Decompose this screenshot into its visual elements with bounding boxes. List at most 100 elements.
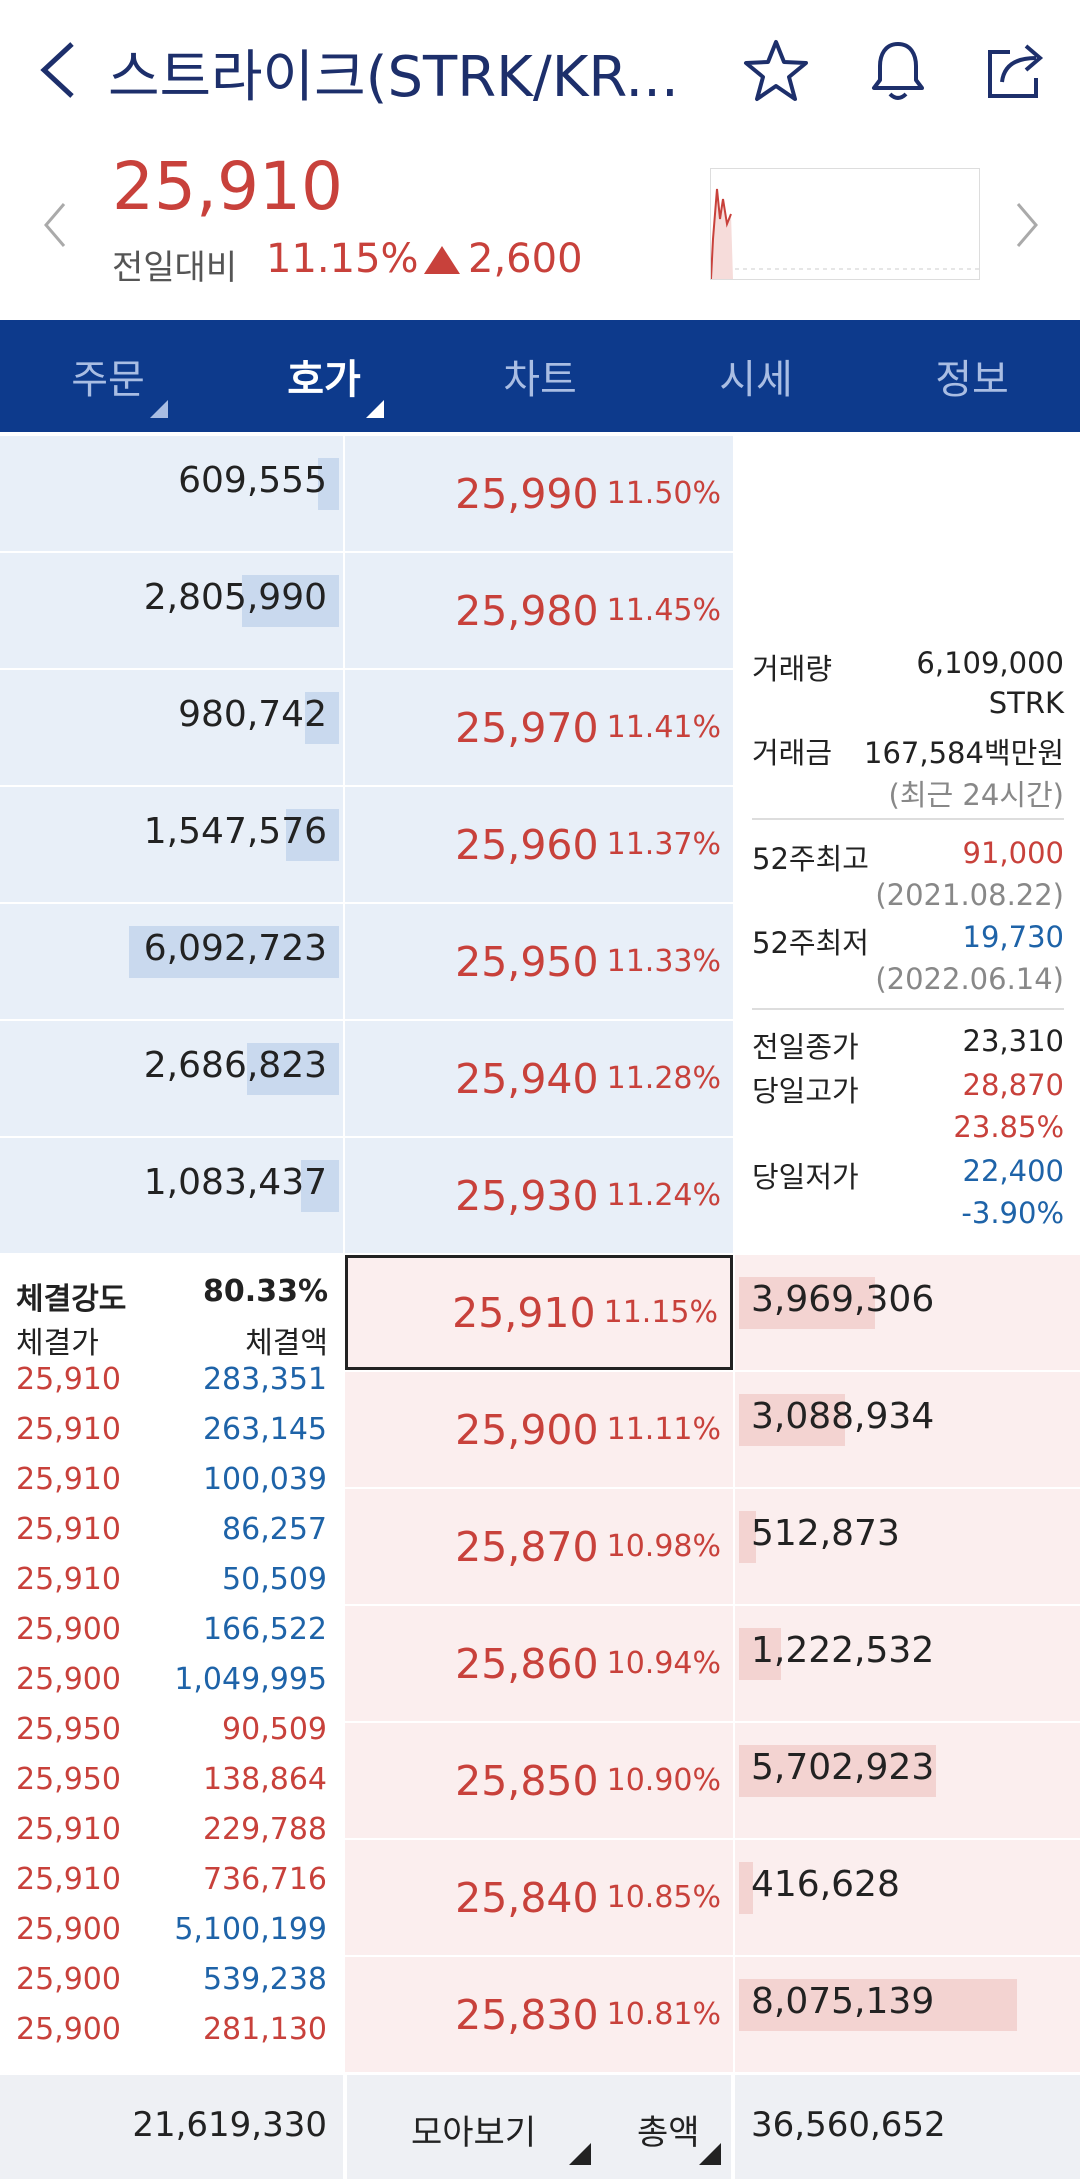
ask-volume-cell[interactable]: 2,686,823 [0,1021,343,1136]
ask-volume-cell[interactable]: 6,092,723 [0,904,343,1019]
bid-change-pct: 10.81% [606,1997,721,2032]
trade-amount: 5,100,199 [174,1912,327,1947]
bid-volume-cell[interactable]: 5,702,923 [735,1723,1080,1838]
tab-market-label: 시세 [719,357,793,403]
bid-price-row[interactable]: 25,850 10.90% [345,1723,733,1838]
tab-market[interactable]: 시세 [648,320,864,432]
ask-price: 25,950 [455,937,599,986]
bid-volume-bar [739,1979,1017,2031]
tab-orderbook[interactable]: 호가 [216,320,432,432]
ask-price-row[interactable]: 25,950 11.33% [345,904,733,1019]
bid-price: 25,850 [455,1756,599,1805]
bid-volume-cell[interactable]: 3,088,934 [735,1372,1080,1487]
ask-price-row[interactable]: 25,930 11.24% [345,1138,733,1253]
page-title: 스트라이크(STRK/KR... [108,45,679,110]
low52-date: (2022.06.14) [875,962,1064,996]
high52-value: 91,000 [962,836,1064,870]
ask-volume: 2,686,823 [143,1045,327,1086]
ask-change-pct: 11.37% [606,827,721,862]
bid-volume-bar [739,1862,753,1914]
trade-amount-header: 체결액 [245,1326,328,1361]
ask-price-row[interactable]: 25,940 11.28% [345,1021,733,1136]
current-price-row[interactable]: 25,910 11.15% [345,1255,733,1370]
ask-price-row[interactable]: 25,990 11.50% [345,436,733,551]
bid-total: 36,560,652 [751,2105,946,2145]
ask-price: 25,990 [455,469,599,518]
tab-order[interactable]: 주문 [0,320,216,432]
ask-price-row[interactable]: 25,970 11.41% [345,670,733,785]
ask-volume-cell[interactable]: 1,547,576 [0,787,343,902]
bid-change-pct: 10.98% [606,1529,721,1564]
bid-volume-bar [739,1745,936,1797]
back-icon[interactable] [36,38,80,102]
next-stock-icon[interactable] [1012,200,1042,250]
trade-price: 25,950 [16,1762,121,1797]
star-icon[interactable] [742,38,810,104]
day-low-pct: -3.90% [961,1196,1064,1230]
up-arrow-icon [424,246,460,274]
ask-volume-cell[interactable]: 2,805,990 [0,553,343,668]
trade-price: 25,900 [16,2012,121,2047]
tab-info[interactable]: 정보 [864,320,1080,432]
ask-price: 25,980 [455,586,599,635]
trade-amount: 283,351 [202,1362,327,1397]
bid-volume-cell[interactable]: 416,628 [735,1840,1080,1955]
bid-price-row[interactable]: 25,870 10.98% [345,1489,733,1604]
view-mode-button[interactable]: 모아보기 [411,2113,537,2153]
bid-volume: 416,628 [751,1864,900,1905]
trade-amount: 86,257 [222,1512,327,1547]
trade-price: 25,910 [16,1512,121,1547]
tab-info-label: 정보 [935,357,1009,403]
trade-amount: 736,716 [202,1862,327,1897]
bid-volume-cell[interactable]: 512,873 [735,1489,1080,1604]
prev-stock-icon[interactable] [40,200,70,250]
bid-price-row[interactable]: 25,900 11.11% [345,1372,733,1487]
trade-price: 25,910 [16,1562,121,1597]
total-mode-button[interactable]: 총액 [637,2113,700,2153]
ask-volume: 6,092,723 [143,928,327,969]
ask-volume-bar [129,926,339,978]
bid-volume-cell[interactable]: 8,075,139 [735,1957,1080,2072]
bid-price-row[interactable]: 25,830 10.81% [345,1957,733,2072]
bell-icon[interactable] [868,38,928,104]
trade-price-header: 체결가 [16,1326,99,1361]
tab-chart[interactable]: 차트 [432,320,648,432]
tab-chart-label: 차트 [503,357,577,403]
ask-volume: 1,547,576 [143,811,327,852]
ask-volume: 980,742 [178,694,327,735]
trade-price: 25,900 [16,1612,121,1647]
day-high-label: 당일고가 [752,1074,859,1108]
high52-label: 52주최고 [752,842,869,876]
ask-price-row[interactable]: 25,960 11.37% [345,787,733,902]
strength-label: 체결강도 [16,1282,127,1317]
high52-date: (2021.08.22) [875,878,1064,912]
trade-amount: 138,864 [202,1762,327,1797]
trade-list-viewport: 25,910 283,351 25,910 263,145 25,910 100,039 2… [0,1362,343,2073]
bid-volume: 5,702,923 [751,1747,935,1788]
bid-price-row[interactable]: 25,840 10.85% [345,1840,733,1955]
share-icon[interactable] [984,38,1050,102]
ask-volume-bar [301,1160,339,1212]
trade-price: 25,910 [16,1362,121,1397]
ask-volume-cell[interactable]: 609,555 [0,436,343,551]
volume-unit: STRK [988,686,1064,720]
divider [752,1008,1064,1010]
bid-price-row[interactable]: 25,860 10.94% [345,1606,733,1721]
trade-amount: 229,788 [202,1812,327,1847]
ask-price-row[interactable]: 25,980 11.45% [345,553,733,668]
day-low-label: 당일저가 [752,1160,859,1194]
bid-change-pct: 11.11% [606,1412,721,1447]
ask-volume-cell[interactable]: 980,742 [0,670,343,785]
ask-volume-bar [242,575,339,627]
bid-change-pct: 10.90% [606,1763,721,1798]
bid-volume-cell[interactable]: 3,969,306 [735,1255,1080,1370]
ask-change-pct: 11.41% [606,710,721,745]
bid-volume-cell[interactable]: 1,222,532 [735,1606,1080,1721]
bid-volume-bar [739,1277,875,1329]
trade-amount: 100,039 [202,1462,327,1497]
bid-change-pct: 10.85% [606,1880,721,1915]
bid-price: 25,830 [455,1990,599,2039]
ask-volume-cell[interactable]: 1,083,437 [0,1138,343,1253]
mini-chart[interactable] [710,168,981,280]
bid-volume: 512,873 [751,1513,900,1554]
